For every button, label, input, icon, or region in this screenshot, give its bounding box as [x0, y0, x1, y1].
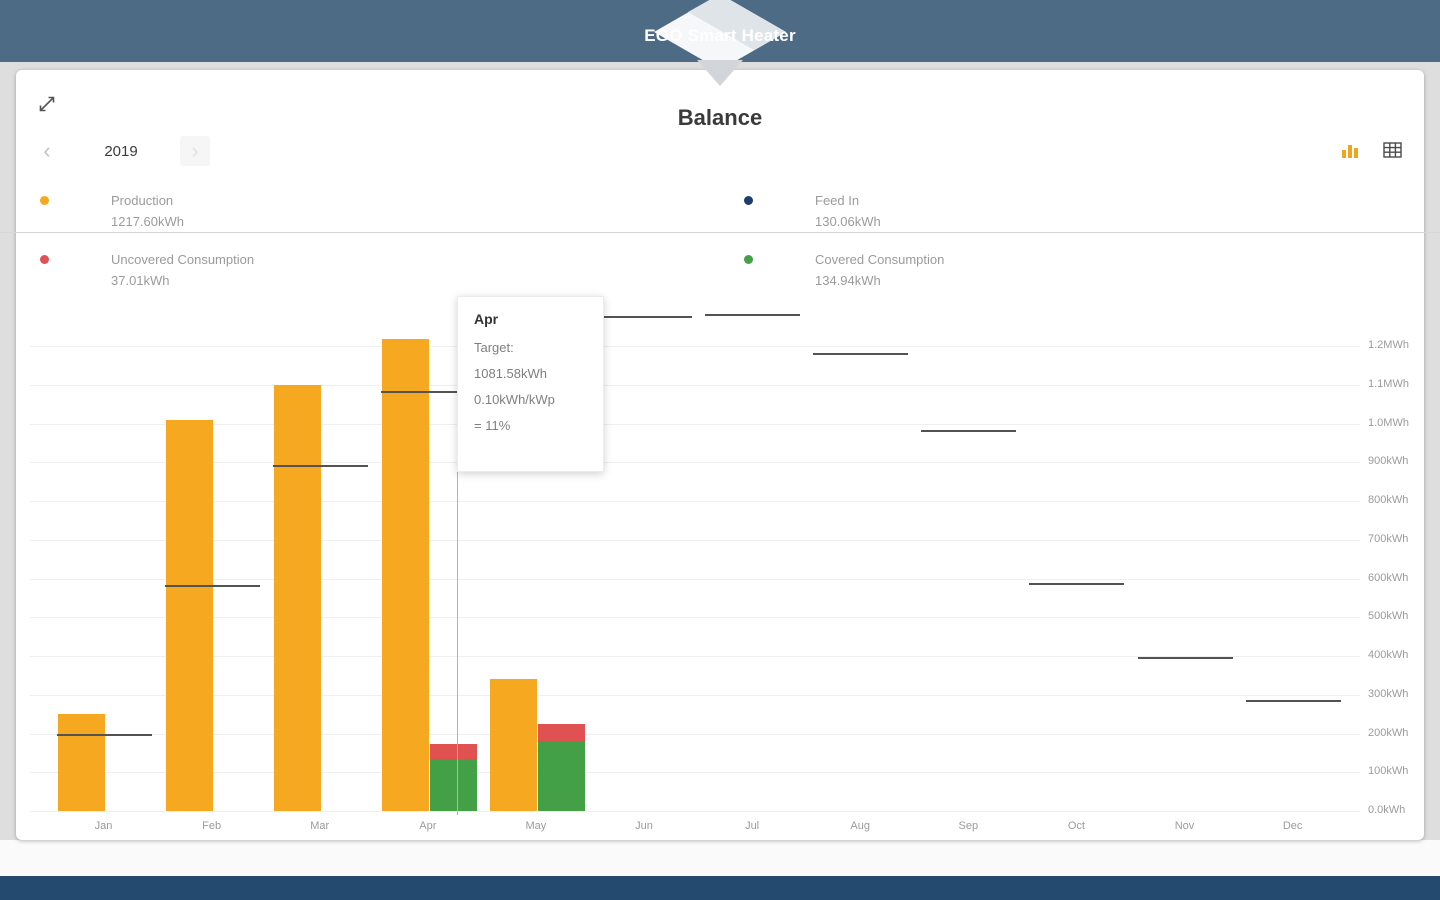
target-line — [921, 430, 1017, 433]
legend-item-feed-in[interactable]: Feed In 130.06kWh — [744, 190, 1344, 232]
gridline — [30, 346, 1360, 347]
x-axis-label: Dec — [1282, 820, 1303, 832]
y-axis-label: 600kWh — [1368, 571, 1409, 584]
y-axis-label: 900kWh — [1368, 455, 1409, 468]
next-year-button[interactable]: › — [180, 136, 210, 166]
gridline — [30, 656, 1360, 657]
y-axis-label: 400kWh — [1368, 649, 1409, 661]
y-axis-label: 700kWh — [1368, 532, 1409, 545]
legend-value: 134.94kWh — [815, 273, 881, 288]
balance-panel: Balance ‹ 2019 › Production — [16, 70, 1424, 840]
gridline — [30, 772, 1360, 774]
x-axis-label: Nov — [1174, 820, 1195, 832]
x-axis-label: Jun — [635, 820, 653, 832]
x-axis-label: Mar — [310, 820, 330, 832]
app-title: EGO Smart Heater — [644, 26, 796, 45]
tooltip-month: Apr — [474, 311, 499, 327]
target-line — [597, 315, 692, 318]
target-line — [380, 390, 476, 393]
target-line — [705, 314, 801, 316]
bar-uncovered-consumption[interactable] — [429, 744, 477, 759]
x-axis-label: Jul — [745, 820, 760, 832]
target-line — [164, 585, 260, 588]
gridline — [30, 423, 1360, 425]
year-navigation: ‹ 2019 › — [32, 134, 210, 168]
legend-dot — [40, 196, 49, 205]
gridline — [30, 462, 1360, 464]
target-line — [813, 352, 909, 355]
bar-production[interactable] — [381, 339, 429, 811]
x-axis-label: Oct — [1067, 820, 1085, 832]
tooltip-line: Target: — [474, 340, 514, 355]
y-axis-label: 0.0kWh — [1368, 804, 1406, 816]
bar-covered-consumption[interactable] — [429, 758, 477, 811]
year-label: 2019 — [104, 142, 138, 160]
legend-dot — [40, 255, 49, 264]
expand-icon[interactable] — [34, 92, 60, 118]
prev-year-button[interactable]: ‹ — [32, 136, 62, 166]
legend-dot — [744, 196, 753, 205]
target-line — [1245, 699, 1341, 702]
legend-label: Production — [111, 193, 174, 208]
legend-value: 1217.60kWh — [111, 214, 184, 229]
legend-item-covered-consumption[interactable]: Covered Consumption 134.94kWh — [744, 249, 1344, 291]
x-axis-label: Feb — [202, 820, 222, 832]
tooltip-line: 1081.58kWh — [474, 366, 547, 381]
bar-chart-view-icon[interactable] — [1340, 142, 1360, 160]
tooltip-line: 0.10kWh/kWp — [474, 392, 555, 407]
gridline — [30, 384, 1360, 386]
x-axis-label: Apr — [419, 820, 437, 832]
bar-production[interactable] — [489, 679, 537, 811]
legend-value: 130.06kWh — [815, 214, 881, 229]
legend-value: 37.01kWh — [111, 273, 170, 288]
target-line — [272, 465, 368, 468]
gridline — [30, 617, 1360, 619]
tooltip-line: = 11% — [474, 418, 511, 433]
target-line — [1029, 583, 1125, 586]
gridline — [30, 501, 1360, 502]
chart-plot: Apr Target: 1081.58kWh 0.10kWh/kWp = 11%… — [16, 290, 1424, 840]
gridline — [30, 733, 1360, 735]
bar-uncovered-consumption[interactable] — [537, 723, 585, 742]
legend-divider — [0, 232, 1440, 233]
footer-bar — [0, 876, 1440, 900]
footer-spacer — [0, 840, 1440, 876]
legend-dot — [744, 255, 753, 264]
y-axis-label: 200kWh — [1368, 726, 1409, 739]
y-axis-label: 100kWh — [1368, 765, 1409, 778]
legend-label: Feed In — [815, 193, 860, 208]
legend-label: Covered Consumption — [815, 252, 945, 267]
bar-covered-consumption[interactable] — [537, 741, 585, 811]
x-axis-label: May — [525, 820, 547, 832]
gridline — [30, 539, 1360, 541]
hover-line — [457, 298, 458, 815]
chart-tooltip: Apr Target: 1081.58kWh 0.10kWh/kWp = 11% — [457, 296, 604, 472]
y-axis-label: 1.2MWh — [1368, 339, 1409, 351]
bar-production[interactable] — [273, 384, 321, 811]
gridline — [30, 578, 1360, 580]
table-view-icon[interactable] — [1382, 142, 1402, 160]
y-axis-label: 800kWh — [1368, 494, 1409, 506]
gridline — [30, 694, 1360, 696]
legend-label: Uncovered Consumption — [111, 252, 255, 267]
gridline — [30, 811, 1360, 812]
bar-production[interactable] — [57, 714, 105, 811]
x-axis-label: Aug — [850, 820, 870, 832]
legend-item-production[interactable]: Production 1217.60kWh — [40, 190, 640, 232]
view-toggle — [1340, 142, 1402, 160]
target-line — [56, 734, 152, 737]
x-axis-label: Jan — [94, 820, 113, 832]
bar-production[interactable] — [165, 419, 213, 811]
y-axis-label: 300kWh — [1368, 687, 1409, 700]
target-line — [1137, 656, 1233, 659]
x-axis-label: Sep — [958, 820, 979, 832]
page-title: Balance — [677, 104, 763, 130]
legend-item-uncovered-consumption[interactable]: Uncovered Consumption 37.01kWh — [40, 249, 640, 291]
y-axis-label: 1.0MWh — [1368, 416, 1409, 429]
y-axis-label: 500kWh — [1368, 610, 1409, 623]
y-axis-label: 1.1MWh — [1368, 377, 1409, 390]
